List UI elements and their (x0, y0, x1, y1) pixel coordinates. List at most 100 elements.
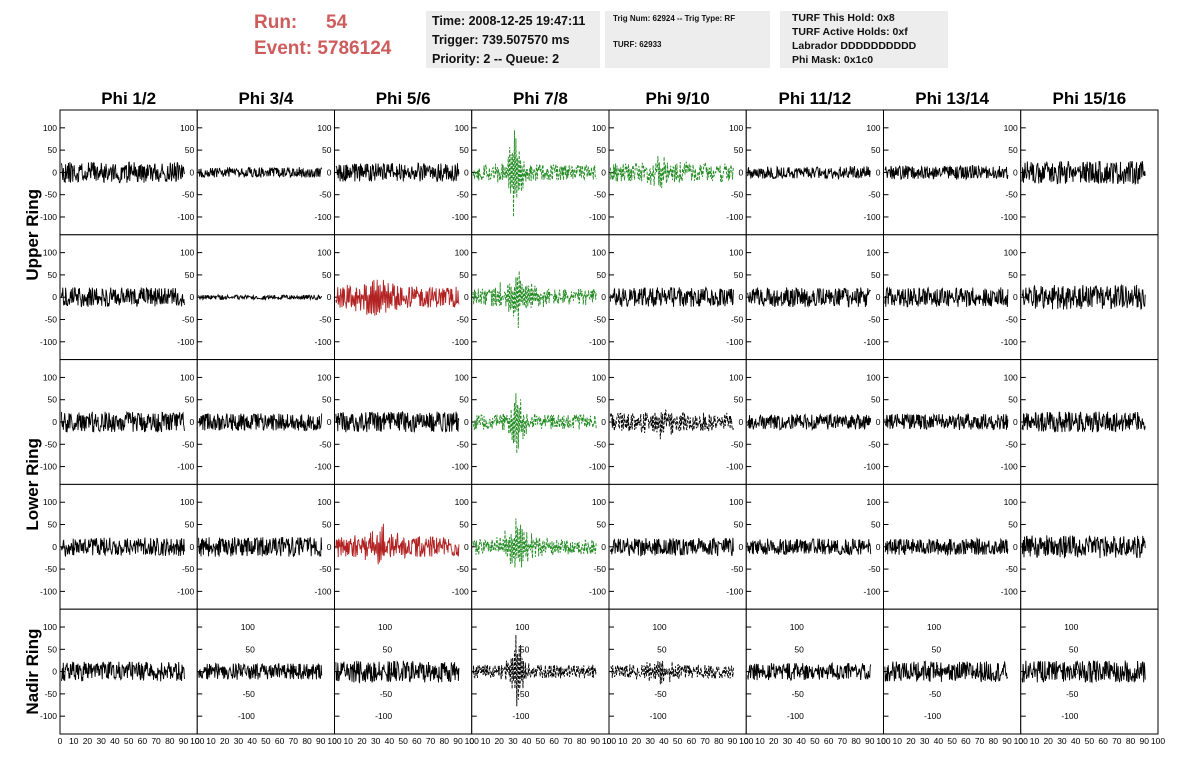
y-tick-label: 0 (327, 292, 332, 302)
y-tick-label: -50 (182, 564, 195, 574)
x-tick-label: 40 (1071, 736, 1081, 746)
y-tick-label: 0 (52, 542, 57, 552)
y-tick-label: 0 (190, 542, 195, 552)
x-tick-label: 90 (1140, 736, 1150, 746)
y-tick-label: 100 (729, 248, 743, 258)
x-tick-label: 80 (714, 736, 724, 746)
run-value: 54 (326, 12, 348, 33)
y-tick-label: 50 (657, 644, 667, 654)
y-tick-label: 100 (378, 622, 392, 632)
y-tick-label: -50 (45, 439, 58, 449)
y-tick-label: -50 (456, 564, 469, 574)
y-tick-label: 0 (190, 417, 195, 427)
y-tick-label: -100 (726, 337, 743, 347)
x-tick-label: 50 (1085, 736, 1095, 746)
x-tick-label: 100 (602, 736, 616, 746)
x-tick-label: 100 (327, 736, 341, 746)
y-tick-label: -50 (45, 190, 58, 200)
y-tick-label: -50 (319, 314, 332, 324)
y-tick-label: -100 (1061, 711, 1078, 721)
x-tick-label: 10 (481, 736, 491, 746)
y-tick-label: -50 (319, 439, 332, 449)
y-tick-label: 0 (739, 542, 744, 552)
y-tick-label: -50 (456, 190, 469, 200)
y-tick-label: -100 (863, 337, 880, 347)
phi-column-label: Phi 15/16 (1053, 89, 1127, 108)
y-tick-label: 50 (1008, 145, 1018, 155)
phi-column-label: Phi 7/8 (513, 89, 568, 108)
y-tick-label: 100 (592, 372, 606, 382)
y-tick-label: 50 (459, 395, 469, 405)
y-tick-label: 50 (734, 145, 744, 155)
x-tick-label: 40 (659, 736, 669, 746)
y-tick-label: -50 (1066, 689, 1079, 699)
x-tick-label: 50 (947, 736, 957, 746)
y-tick-label: 0 (52, 167, 57, 177)
y-tick-label: -50 (1005, 314, 1018, 324)
x-tick-label: 90 (179, 736, 189, 746)
x-tick-label: 90 (1002, 736, 1012, 746)
y-tick-label: -50 (594, 314, 607, 324)
x-tick-label: 70 (975, 736, 985, 746)
x-tick-label: 50 (261, 736, 271, 746)
x-tick-label: 80 (851, 736, 861, 746)
waveform-trace (1021, 283, 1146, 310)
turf-this-hold: TURF This Hold: 0x8 (792, 12, 895, 24)
turf-active-holds: TURF Active Holds: 0xf (792, 26, 908, 38)
x-tick-label: 60 (412, 736, 422, 746)
x-tick-label: 90 (728, 736, 738, 746)
waveform-trace (609, 409, 734, 440)
x-tick-label: 50 (124, 736, 134, 746)
y-tick-label: 0 (876, 292, 881, 302)
x-tick-label: 0 (332, 736, 337, 746)
y-tick-label: 50 (871, 270, 881, 280)
x-tick-label: 10 (1030, 736, 1040, 746)
y-tick-label: 0 (327, 167, 332, 177)
y-tick-label: 50 (185, 520, 195, 530)
waveform-trace (884, 286, 1009, 308)
y-tick-label: -50 (868, 439, 881, 449)
y-tick-label: -100 (1001, 212, 1018, 222)
y-tick-label: 100 (866, 248, 880, 258)
trig-info-panel: Trig Num: 62924 -- Trig Type: RF TURF: 6… (605, 11, 770, 68)
y-tick-label: 0 (601, 417, 606, 427)
y-tick-label: -100 (177, 337, 194, 347)
y-tick-label: -100 (589, 337, 606, 347)
x-tick-label: 100 (1014, 736, 1028, 746)
x-tick-label: 50 (398, 736, 408, 746)
x-tick-label: 30 (920, 736, 930, 746)
x-tick-label: 0 (195, 736, 200, 746)
waveform-trace (609, 537, 734, 557)
y-tick-label: -50 (456, 314, 469, 324)
y-tick-label: -100 (589, 462, 606, 472)
y-tick-label: -100 (40, 212, 57, 222)
x-tick-label: 0 (744, 736, 749, 746)
waveform-trace (884, 660, 1009, 683)
phi-column-label: Phi 1/2 (101, 89, 156, 108)
y-tick-label: 50 (871, 395, 881, 405)
x-tick-label: 60 (961, 736, 971, 746)
y-tick-label: 0 (1013, 417, 1018, 427)
x-tick-label: 50 (810, 736, 820, 746)
turf-info-panel: TURF This Hold: 0x8 TURF Active Holds: 0… (780, 11, 948, 68)
y-tick-label: -100 (1001, 586, 1018, 596)
x-tick-label: 0 (58, 736, 63, 746)
y-tick-label: -100 (589, 586, 606, 596)
y-tick-label: -50 (45, 689, 58, 699)
y-tick-label: 100 (592, 123, 606, 133)
waveform-trace (610, 660, 734, 685)
phi-column-labels: Phi 1/2 Phi 3/4 Phi 5/6 Phi 7/8 Phi 9/10 Phi … (101, 89, 1126, 108)
y-tick-label: -50 (243, 689, 256, 699)
y-tick-label: -100 (40, 586, 57, 596)
y-tick-label: 100 (592, 248, 606, 258)
y-tick-label: 50 (185, 395, 195, 405)
